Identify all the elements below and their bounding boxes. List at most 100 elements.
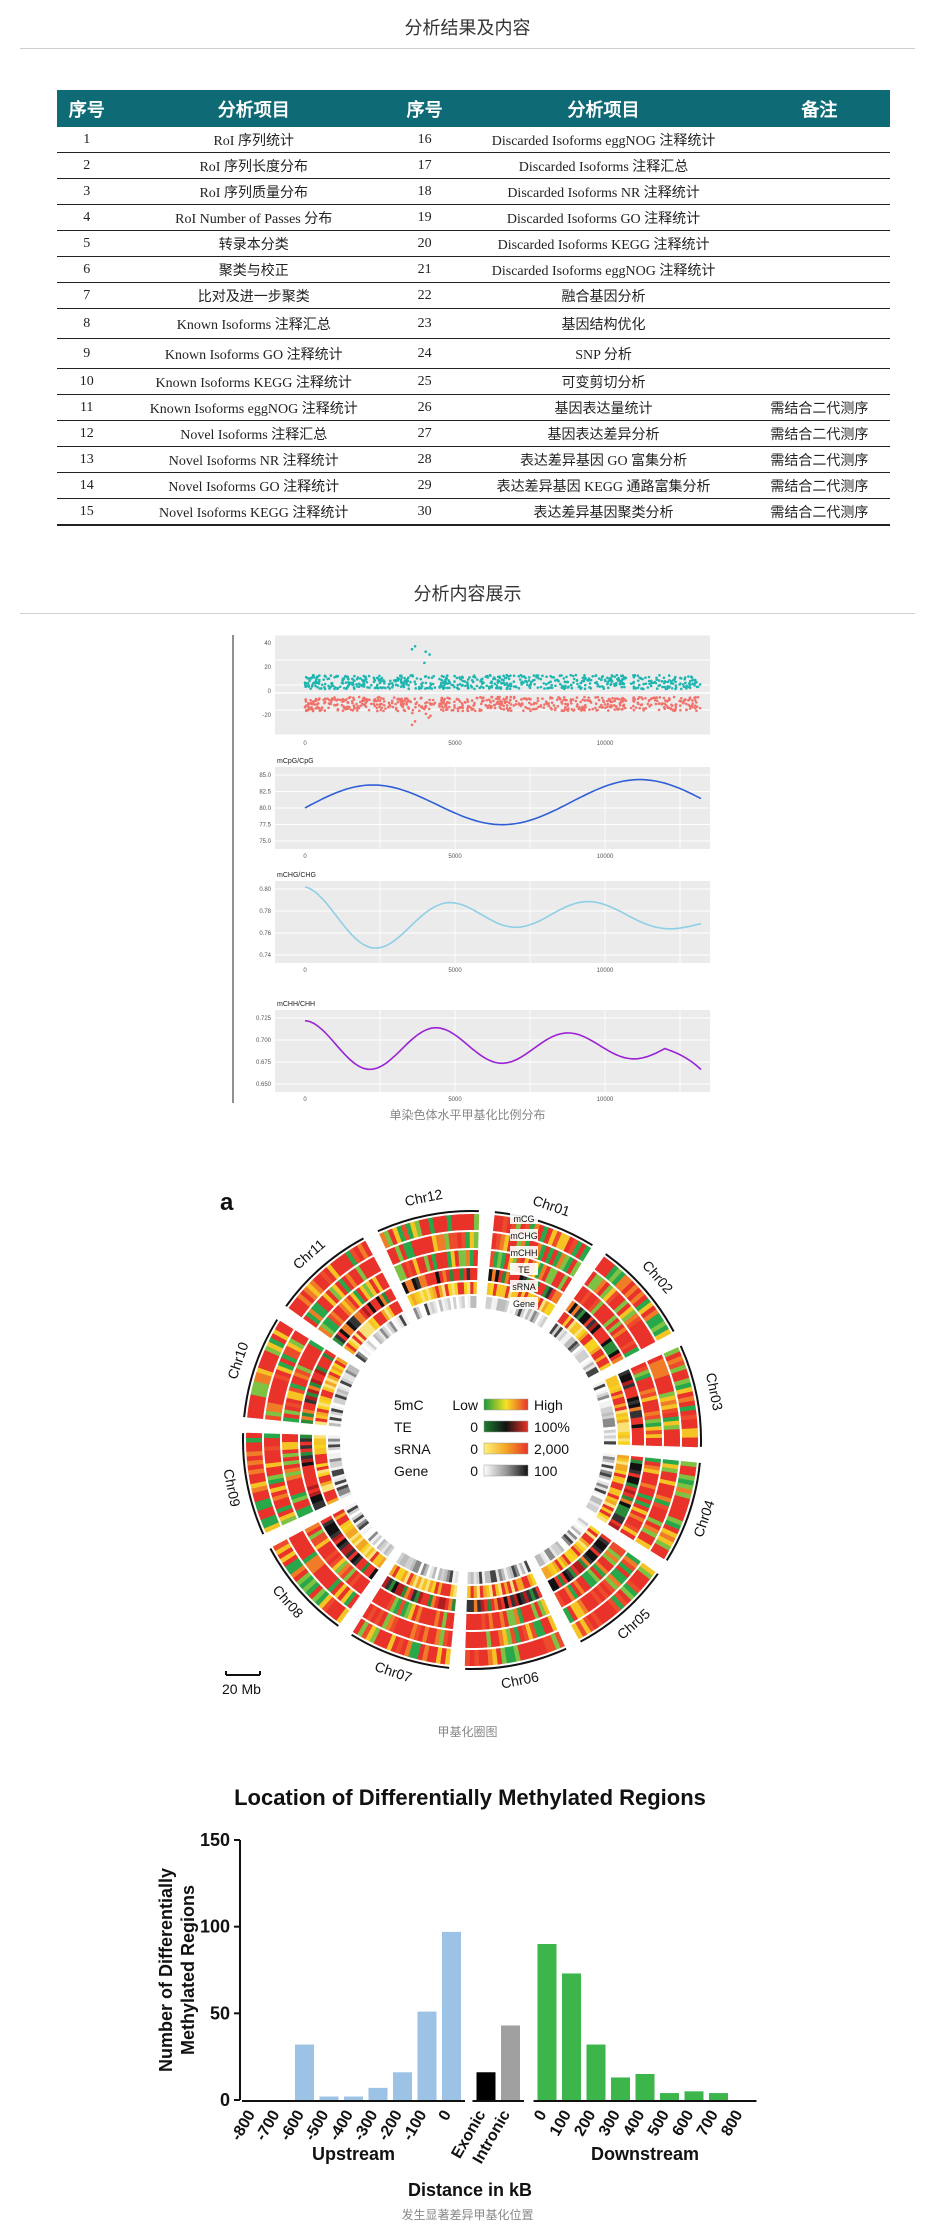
track-segment	[470, 1296, 474, 1309]
track-segment	[291, 1300, 307, 1314]
track-segment	[328, 1554, 344, 1569]
track-segment	[273, 1496, 290, 1506]
scatter-point-top	[365, 680, 369, 684]
track-segment	[643, 1468, 660, 1475]
track-segment	[303, 1286, 319, 1301]
track-segment	[410, 1293, 418, 1306]
scatter-point-bottom	[451, 708, 455, 712]
legend-name: TE	[394, 1419, 412, 1435]
track-segment	[338, 1489, 351, 1497]
scatter-point-bottom	[356, 706, 359, 710]
row-item-2: 表达差异基因聚类分析	[458, 498, 749, 526]
scatter-point-top	[560, 674, 563, 677]
scatter-point-top	[663, 685, 667, 689]
scatter-point-bottom	[421, 706, 424, 710]
scatter-point-bottom	[555, 698, 559, 702]
track-segment	[634, 1499, 651, 1509]
track-segment	[492, 1569, 498, 1583]
scatter-point-bottom	[594, 702, 598, 705]
track-segment	[531, 1587, 540, 1600]
track-segment	[453, 1282, 459, 1295]
scatter-point-bottom	[400, 700, 404, 704]
track-segment	[311, 1374, 325, 1383]
track-segment	[587, 1321, 600, 1333]
scatter-point-top	[475, 684, 479, 688]
track-segment	[642, 1471, 659, 1479]
legend-gradient	[483, 1398, 529, 1411]
track-segment	[249, 1476, 267, 1485]
scatter-point-top	[380, 676, 384, 680]
scatter-point-bottom	[543, 703, 546, 706]
track-segment	[321, 1388, 334, 1396]
scatter-point-top	[482, 686, 485, 690]
track-segment	[679, 1469, 696, 1477]
scatter-point-bottom	[623, 706, 627, 710]
track-segment	[397, 1568, 406, 1581]
scatter-point-bottom	[624, 699, 628, 702]
y-tick-label: 0.76	[259, 931, 271, 937]
scatter-point-bottom	[535, 707, 538, 711]
track-segment	[506, 1581, 513, 1594]
track-segment	[525, 1589, 533, 1603]
track-segment	[362, 1323, 374, 1335]
track-segment	[553, 1631, 565, 1649]
track-segment	[431, 1235, 439, 1252]
scatter-point-top	[480, 678, 483, 681]
scatter-point-bottom	[405, 697, 409, 700]
row-item-1: RoI 序列统计	[116, 127, 392, 153]
track-segment	[552, 1542, 563, 1555]
scatter-point-top	[517, 686, 521, 690]
track-segment	[332, 1473, 346, 1480]
track-segment	[323, 1382, 336, 1391]
track-segment	[579, 1356, 592, 1367]
scatter-point-top	[678, 683, 681, 686]
scatter-point-top	[306, 677, 310, 680]
track-segment	[287, 1480, 304, 1489]
track-segment	[609, 1570, 625, 1585]
track-segment	[312, 1534, 329, 1547]
track-segment	[625, 1552, 641, 1566]
scatter-point-top	[311, 673, 315, 677]
scatter-point-bottom	[509, 695, 513, 699]
track-segment	[306, 1282, 322, 1298]
track-segment	[266, 1469, 283, 1477]
track-segment	[628, 1576, 644, 1591]
track-segment	[492, 1251, 500, 1268]
track-segment	[637, 1333, 654, 1346]
track-segment	[334, 1511, 347, 1521]
track-segment	[677, 1478, 695, 1487]
scatter-point-bottom	[439, 708, 443, 711]
track-segment	[639, 1530, 656, 1543]
track-segment	[550, 1544, 561, 1556]
track-segment	[495, 1298, 502, 1311]
scatter-point-bottom	[414, 705, 417, 709]
track-segment	[348, 1317, 360, 1329]
scatter-point-top	[600, 685, 604, 688]
track-segment	[329, 1460, 343, 1466]
header-item-1: 分析项目	[116, 90, 392, 127]
track-segment	[526, 1574, 534, 1587]
track-segment	[548, 1249, 560, 1266]
track-segment	[365, 1280, 378, 1297]
track-segment	[614, 1405, 628, 1412]
track-segment	[662, 1416, 680, 1423]
y-tick-label: -20	[262, 713, 271, 719]
track-segment	[340, 1299, 355, 1315]
scatter-point-bottom	[318, 706, 321, 710]
scatter-point-top	[401, 684, 404, 688]
track-segment	[262, 1517, 279, 1529]
track-segment	[368, 1278, 381, 1295]
track-segment	[645, 1422, 662, 1428]
track-segment	[486, 1598, 492, 1612]
track-segment	[408, 1259, 418, 1277]
scatter-point-bottom	[424, 712, 428, 716]
track-segment	[459, 1268, 464, 1281]
scatter-point-bottom	[468, 705, 471, 709]
track-segment	[349, 1552, 361, 1564]
scatter-point-top	[323, 682, 327, 686]
track-segment	[666, 1515, 683, 1527]
track-segment	[412, 1307, 421, 1320]
track-segment	[417, 1275, 426, 1289]
row-item-2: 融合基因分析	[458, 282, 749, 309]
track-segment	[612, 1567, 628, 1582]
